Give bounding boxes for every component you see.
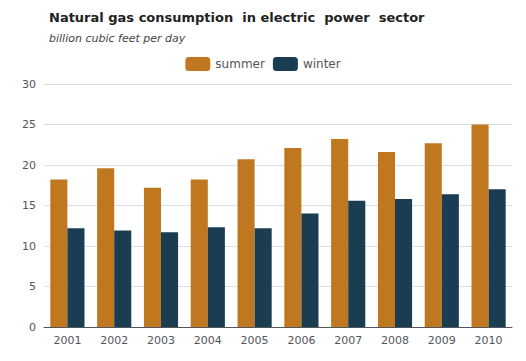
- svg-text:20: 20: [22, 159, 36, 172]
- svg-text:0: 0: [29, 321, 36, 334]
- svg-text:15: 15: [22, 199, 36, 212]
- svg-text:Natural gas consumption in el: Natural gas consumption in electric powe…: [49, 10, 425, 25]
- svg-text:2005: 2005: [241, 334, 269, 347]
- svg-text:2006: 2006: [287, 334, 315, 347]
- svg-text:2003: 2003: [147, 334, 175, 347]
- svg-text:2009: 2009: [428, 334, 456, 347]
- svg-text:2002: 2002: [100, 334, 128, 347]
- svg-text:summer: summer: [215, 57, 265, 71]
- svg-text:billion cubic feet per day: billion cubic feet per day: [49, 32, 186, 45]
- svg-text:2010: 2010: [475, 334, 503, 347]
- svg-text:30: 30: [22, 78, 36, 91]
- svg-text:2007: 2007: [334, 334, 362, 347]
- svg-text:5: 5: [29, 280, 36, 293]
- svg-text:10: 10: [22, 240, 36, 253]
- svg-text:2001: 2001: [53, 334, 81, 347]
- svg-text:2004: 2004: [194, 334, 222, 347]
- svg-text:2008: 2008: [381, 334, 409, 347]
- svg-text:winter: winter: [303, 57, 341, 71]
- svg-text:25: 25: [22, 118, 36, 131]
